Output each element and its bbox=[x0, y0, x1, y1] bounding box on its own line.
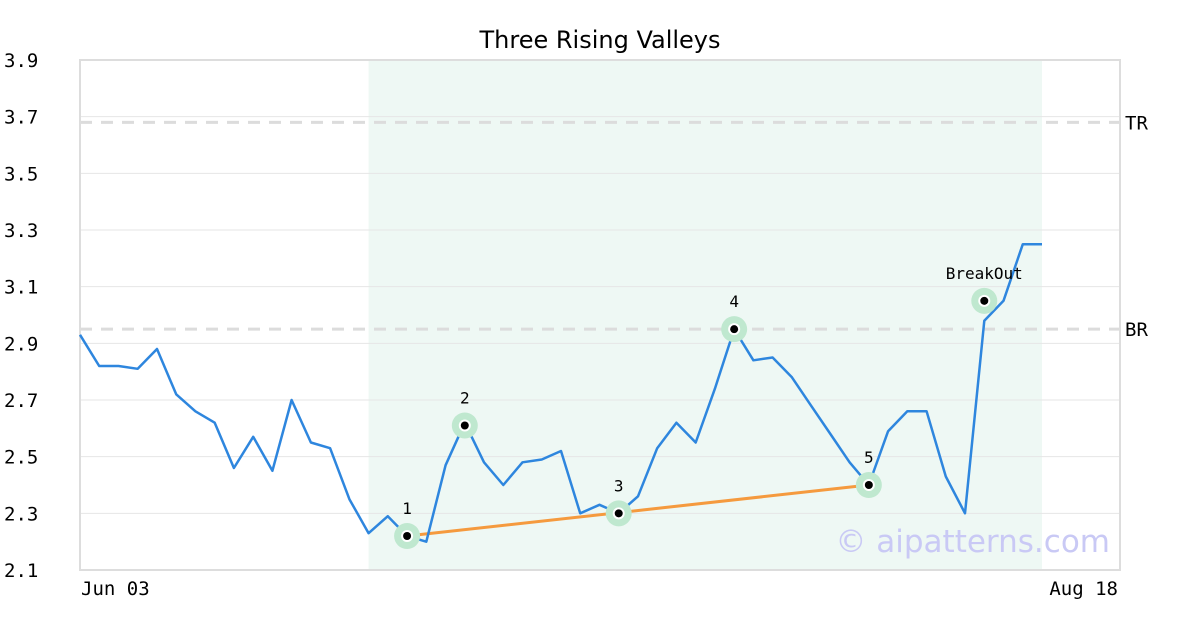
y-tick-label: 2.5 bbox=[4, 447, 38, 469]
annotation-dot bbox=[730, 325, 739, 334]
y-tick-label: 2.9 bbox=[4, 333, 38, 355]
reference-line-label: TR bbox=[1125, 112, 1148, 134]
annotation-dot bbox=[403, 532, 412, 540]
y-tick-label: 3.1 bbox=[4, 277, 38, 299]
reference-line-label: BR bbox=[1125, 319, 1148, 341]
annotation-label: BreakOut bbox=[946, 264, 1023, 283]
annotation-markers: 1 2 3 4 5 BreakOut bbox=[394, 264, 1023, 549]
chart-title: Three Rising Valleys bbox=[478, 26, 720, 54]
annotation-dot bbox=[614, 509, 623, 518]
annotation-dot bbox=[980, 296, 989, 305]
watermark: © aipatterns.com bbox=[835, 524, 1110, 560]
x-tick-label: Aug 18 bbox=[1049, 578, 1118, 600]
x-tick-label: Jun 03 bbox=[81, 578, 150, 600]
y-tick-label: 2.1 bbox=[4, 560, 38, 582]
annotation-label: 2 bbox=[460, 389, 470, 408]
plot-frame bbox=[79, 59, 1121, 571]
y-tick-label: 3.5 bbox=[4, 163, 38, 185]
reference-lines: TR BR bbox=[80, 112, 1148, 341]
price-line bbox=[78, 242, 1042, 543]
highlight-region bbox=[368, 60, 1043, 570]
annotation-dot bbox=[864, 481, 873, 489]
y-tick-label: 2.7 bbox=[4, 390, 38, 412]
annotation-label: 5 bbox=[864, 448, 874, 467]
annotation-dot bbox=[460, 421, 469, 430]
trendline bbox=[406, 483, 870, 538]
y-tick-label: 3.3 bbox=[4, 220, 38, 242]
annotation-label: 3 bbox=[614, 476, 624, 495]
y-tick-label: 3.9 bbox=[4, 50, 38, 72]
y-tick-label: 2.3 bbox=[4, 503, 38, 525]
y-tick-label: 3.7 bbox=[4, 107, 38, 129]
annotation-label: 4 bbox=[729, 292, 739, 311]
y-axis-ticks: 3.9 3.7 3.5 3.3 3.1 2.9 2.7 2.5 2.3 2.1 bbox=[4, 50, 38, 582]
annotation-label: 1 bbox=[402, 499, 412, 518]
x-axis-ticks: Jun 03 Aug 18 bbox=[81, 578, 1118, 600]
